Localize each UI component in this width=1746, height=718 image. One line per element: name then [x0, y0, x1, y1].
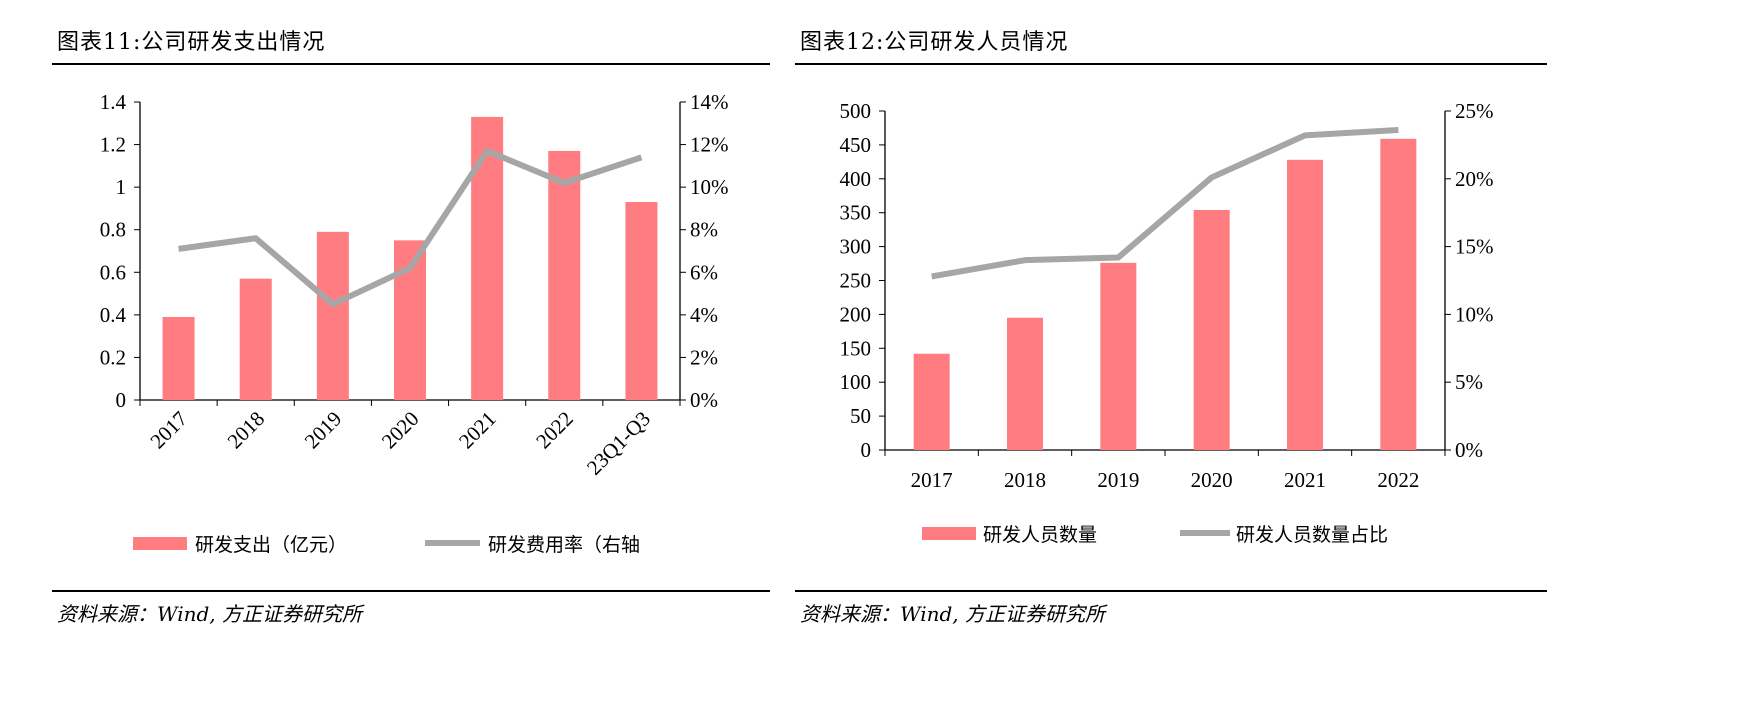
chart1-bar: [316, 231, 349, 400]
chart1-right-tick-label: 14%: [690, 90, 729, 114]
chart2-bar: [1380, 138, 1417, 450]
chart1-left-tick-label: 1.4: [100, 90, 127, 114]
chart1-left-tick-label: 0: [116, 388, 127, 412]
chart2-right-tick-label: 5%: [1455, 370, 1483, 394]
chart2-left-tick-label: 400: [840, 167, 872, 191]
chart1-title: 图表11:公司研发支出情况: [57, 30, 326, 55]
chart2-line-series: [931, 126, 1399, 280]
chart1-right-tick-label: 2%: [690, 345, 718, 369]
chart2-x-tick-label: 2017: [911, 468, 953, 492]
chart2-right-tick-label: 0%: [1455, 438, 1483, 462]
chart1-left-tick-label: 1.2: [100, 133, 126, 157]
chart1-title-rule: [52, 63, 770, 65]
chart2-bar: [1287, 159, 1323, 451]
chart2-title-rule: [795, 63, 1547, 65]
chart2-legend-bar-swatch: [922, 527, 976, 540]
chart1-legend-bar-swatch: [133, 537, 187, 550]
chart1-right-tick-label: 8%: [690, 218, 718, 242]
chart1-right-tick-label: 4%: [690, 303, 718, 327]
chart2-legend-line-label: 研发人员数量占比: [1236, 524, 1388, 546]
chart1-x-tick-label: 2017: [145, 407, 192, 454]
chart2-legend-bar-label: 研发人员数量: [983, 524, 1097, 546]
chart2-x-tick-label: 2018: [1004, 468, 1046, 492]
chart1-left-tick-label: 0.2: [100, 345, 126, 369]
chart2-left-tick-label: 300: [840, 235, 872, 259]
chart2-left-tick-label: 50: [850, 404, 871, 428]
chart1-x-tick-label: 2020: [377, 407, 424, 454]
chart2-x-tick-label: 2021: [1284, 468, 1326, 492]
chart2-bar: [913, 353, 950, 450]
chart1-left-tick-label: 0.4: [100, 303, 127, 327]
chart1-legend-bar-label: 研发支出（亿元）: [195, 534, 347, 556]
chart1-left-tick-label: 0.6: [100, 260, 126, 284]
chart2-bar: [1100, 262, 1137, 450]
chart1-right-tick-label: 0%: [690, 388, 718, 412]
chart2-left-tick-label: 0: [861, 438, 872, 462]
chart1-bar: [239, 278, 272, 400]
chart1-right-tick-label: 6%: [690, 260, 718, 284]
chart2-left-tick-label: 100: [840, 370, 872, 394]
chart1-source-rule: [52, 590, 770, 592]
chart2-right-tick-label: 20%: [1455, 167, 1494, 191]
chart1-bar: [471, 116, 504, 401]
chart1-x-tick-label: 2018: [223, 407, 270, 454]
chart2-left-tick-label: 350: [840, 201, 872, 225]
chart1-bar: [625, 202, 658, 400]
chart1-source: 资料来源：Wind, 方正证券研究所: [57, 602, 362, 626]
chart2-bar: [1007, 317, 1043, 450]
chart2-left-tick-label: 500: [840, 99, 872, 123]
chart1-x-tick-label: 2022: [531, 407, 578, 454]
chart1-left-tick-label: 0.8: [100, 218, 126, 242]
chart1-left-tick-label: 1: [116, 175, 127, 199]
chart2-title: 图表12:公司研发人员情况: [800, 30, 1069, 55]
chart2-left-tick-label: 450: [840, 133, 872, 157]
chart1-x-tick-label: 2019: [300, 407, 347, 454]
chart2-x-tick-label: 2020: [1191, 468, 1233, 492]
chart1-x-tick-label: 23Q1-Q3: [582, 407, 655, 480]
chart2-x-tick-label: 2019: [1097, 468, 1139, 492]
chart2-left-tick-label: 250: [840, 269, 872, 293]
chart2-right-tick-label: 10%: [1455, 302, 1494, 326]
chart2-right-tick-label: 15%: [1455, 235, 1494, 259]
chart1-bar: [162, 316, 195, 400]
chart2-bar: [1193, 209, 1230, 450]
chart2-right-tick-label: 25%: [1455, 99, 1494, 123]
chart2-x-tick-label: 2022: [1377, 468, 1419, 492]
chart1-legend-line-label: 研发费用率（右轴: [488, 534, 640, 556]
chart2-left-tick-label: 150: [840, 336, 872, 360]
chart1-x-tick-label: 2021: [454, 407, 501, 454]
chart2-source: 资料来源：Wind, 方正证券研究所: [800, 602, 1105, 626]
chart1-right-tick-label: 12%: [690, 133, 729, 157]
chart1-bar: [548, 150, 581, 400]
chart2-left-tick-label: 200: [840, 302, 872, 326]
chart2-source-rule: [795, 590, 1547, 592]
chart1-right-tick-label: 10%: [690, 175, 729, 199]
